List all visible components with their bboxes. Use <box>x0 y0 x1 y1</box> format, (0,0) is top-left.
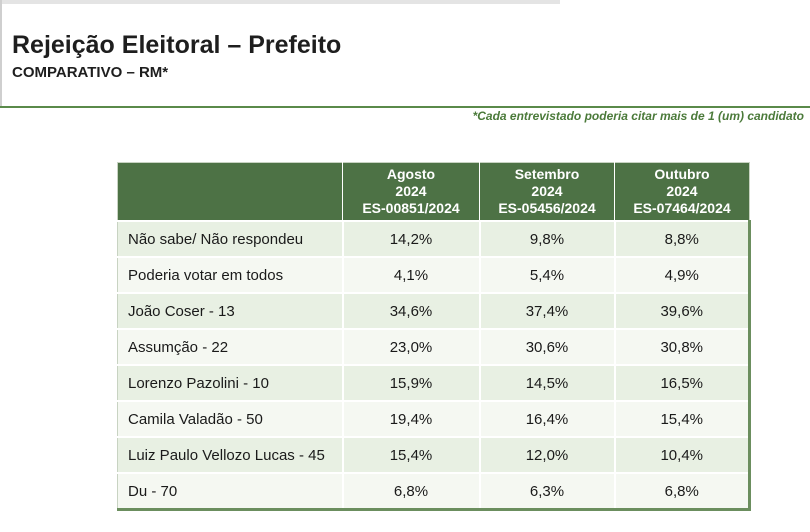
row-label: Lorenzo Pazolini - 10 <box>117 364 343 401</box>
row-value: 39,6% <box>613 292 751 329</box>
row-label: Du - 70 <box>117 472 343 511</box>
row-value: 4,9% <box>613 256 751 293</box>
row-value: 15,4% <box>341 436 480 473</box>
row-value: 6,8% <box>613 472 751 511</box>
row-value: 37,4% <box>478 292 615 329</box>
row-label: João Coser - 13 <box>117 292 343 329</box>
row-value: 30,8% <box>613 328 751 365</box>
table-row: Lorenzo Pazolini - 10 15,9% 14,5% 16,5% <box>117 364 751 401</box>
table-row: Poderia votar em todos 4,1% 5,4% 4,9% <box>117 256 751 293</box>
row-value: 5,4% <box>478 256 615 293</box>
row-value: 34,6% <box>341 292 480 329</box>
row-value: 15,4% <box>613 400 751 437</box>
row-value: 14,2% <box>341 220 480 257</box>
page-title: Rejeição Eleitoral – Prefeito <box>12 31 342 59</box>
row-label: Não sabe/ Não respondeu <box>117 220 343 257</box>
row-value: 30,6% <box>478 328 615 365</box>
table-row: João Coser - 13 34,6% 37,4% 39,6% <box>117 292 751 329</box>
header-year: 2024 <box>666 183 698 199</box>
table-row: Du - 70 6,8% 6,3% 6,8% <box>117 472 751 511</box>
header-month: Outubro <box>654 166 710 182</box>
row-label: Luiz Paulo Vellozo Lucas - 45 <box>117 436 343 473</box>
row-value: 23,0% <box>341 328 480 365</box>
header-year: 2024 <box>531 183 563 199</box>
header-code: ES-07464/2024 <box>633 200 731 216</box>
row-value: 9,8% <box>478 220 615 257</box>
header-code: ES-00851/2024 <box>362 200 460 216</box>
row-value: 16,5% <box>613 364 751 401</box>
comparison-table: Agosto 2024 ES-00851/2024 Setembro 2024 … <box>117 162 751 511</box>
header-cell-august: Agosto 2024 ES-00851/2024 <box>342 162 480 221</box>
header-cell-october: Outubro 2024 ES-07464/2024 <box>614 162 750 221</box>
row-value: 8,8% <box>613 220 751 257</box>
page-subtitle: COMPARATIVO – RM* <box>12 64 169 81</box>
row-label: Camila Valadão - 50 <box>117 400 343 437</box>
header-month: Agosto <box>386 166 436 182</box>
row-value: 16,4% <box>478 400 615 437</box>
table-row: Luiz Paulo Vellozo Lucas - 45 15,4% 12,0… <box>117 436 751 473</box>
table-header-row: Agosto 2024 ES-00851/2024 Setembro 2024 … <box>117 162 750 221</box>
header-divider <box>0 106 810 108</box>
header-year: 2024 <box>395 183 427 199</box>
table-row: Camila Valadão - 50 19,4% 16,4% 15,4% <box>117 400 751 437</box>
left-divider <box>0 0 2 108</box>
row-label: Assumção - 22 <box>117 328 343 365</box>
header-cell-empty <box>117 162 343 221</box>
row-value: 14,5% <box>478 364 615 401</box>
row-value: 19,4% <box>341 400 480 437</box>
footnote: *Cada entrevistado poderia citar mais de… <box>472 109 804 123</box>
table-row: Assumção - 22 23,0% 30,6% 30,8% <box>117 328 751 365</box>
row-value: 6,8% <box>341 472 480 511</box>
row-value: 12,0% <box>478 436 615 473</box>
header-month: Setembro <box>514 166 580 182</box>
top-divider <box>0 0 560 4</box>
header-code: ES-05456/2024 <box>498 200 596 216</box>
row-label: Poderia votar em todos <box>117 256 343 293</box>
row-value: 6,3% <box>478 472 615 511</box>
table-row: Não sabe/ Não respondeu 14,2% 9,8% 8,8% <box>117 220 751 257</box>
header-cell-september: Setembro 2024 ES-05456/2024 <box>479 162 615 221</box>
row-value: 4,1% <box>341 256 480 293</box>
row-value: 15,9% <box>341 364 480 401</box>
row-value: 10,4% <box>613 436 751 473</box>
